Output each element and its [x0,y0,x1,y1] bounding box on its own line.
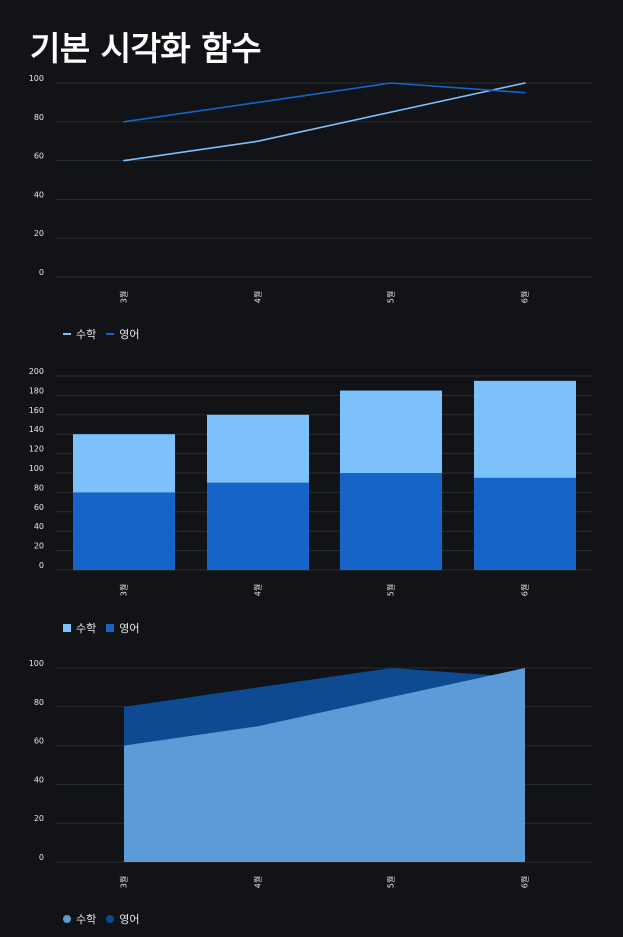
legend-item-english[interactable]: 영어 [106,911,140,927]
x-tick-label: 3월 [119,876,129,888]
x-tick-label: 4월 [253,291,263,303]
legend-swatch-english [106,915,115,923]
legend-label-english: 영어 [119,328,140,341]
bar-math [340,390,442,473]
bar-english [207,482,309,570]
data-point [257,101,259,104]
y-tick-label: 60 [34,152,44,161]
y-tick-label: 40 [34,190,44,199]
series-line-math [123,82,526,162]
data-point [123,121,125,123]
data-point [257,140,259,142]
y-tick-label: 40 [34,775,44,784]
x-tick-label: 4월 [253,876,263,888]
x-tick-label: 5월 [386,876,396,888]
legend-swatch-english [106,624,115,632]
y-tick-label: 40 [34,522,44,531]
legend-item-english[interactable]: 영어 [106,326,140,342]
line-chart-legend[interactable]: 수학 영어 [63,326,140,342]
x-tick-label: 3월 [119,584,129,596]
x-tick-label: 5월 [386,291,396,303]
x-tick-label: 6월 [520,291,530,303]
bar-english [474,477,576,570]
y-tick-label: 100 [29,74,44,83]
y-tick-label: 100 [29,464,44,473]
bar-math [207,414,309,483]
y-tick-label: 60 [34,737,44,746]
legend-swatch-math [63,624,71,632]
legend-item-math[interactable]: 수학 [63,620,96,636]
legend-swatch-math [63,333,71,335]
area-chart-legend[interactable]: 수학 영어 [63,911,140,927]
y-tick-label: 80 [34,483,44,492]
bar-math [73,434,175,493]
data-point [524,82,526,84]
y-tick-label: 0 [39,853,44,862]
data-point [390,111,392,113]
legend-item-english[interactable]: 영어 [106,620,140,636]
y-tick-label: 180 [29,386,44,395]
y-tick-label: 120 [29,445,44,454]
data-point [123,159,125,162]
legend-label-english: 영어 [119,622,140,635]
data-point [524,91,526,94]
data-point [390,82,392,84]
x-tick-label: 6월 [520,584,530,596]
bar-english [73,492,175,570]
y-tick-label: 200 [29,367,44,376]
bar-english [340,473,442,570]
x-tick-label: 6월 [520,876,530,888]
legend-item-math[interactable]: 수학 [63,911,96,927]
y-tick-label: 0 [39,268,44,277]
area-math [124,668,525,862]
area-chart: 0 20 40 60 80 100 3월 4월 5월 6월 [29,659,592,888]
y-tick-label: 60 [34,503,44,512]
y-tick-label: 0 [39,561,44,570]
x-tick-label: 5월 [386,584,396,596]
legend-label-math: 수학 [76,622,97,635]
legend-label-math: 수학 [76,328,97,341]
x-tick-label: 4월 [253,584,263,596]
y-tick-label: 20 [34,542,44,551]
legend-label-english: 영어 [119,913,140,926]
legend-item-math[interactable]: 수학 [63,326,96,342]
legend-label-math: 수학 [76,913,97,926]
y-tick-label: 20 [34,814,44,823]
y-tick-label: 80 [34,698,44,707]
y-tick-label: 140 [29,425,44,434]
stacked-bar-chart: 0 20 40 60 80 100 120 140 160 180 200 3월 4월 5월 6월 [29,367,592,596]
x-tick-label: 3월 [119,291,129,303]
y-tick-label: 20 [34,229,44,238]
y-tick-label: 100 [29,659,44,668]
bar-chart-legend[interactable]: 수학 영어 [63,620,140,636]
page-title: 기본 시각화 함수 [30,29,262,68]
y-tick-label: 80 [34,113,44,122]
series-line-english [123,82,526,123]
legend-swatch-english [106,333,115,335]
y-tick-label: 160 [29,406,44,415]
bar-math [474,380,576,478]
legend-swatch-math [63,915,71,923]
line-chart: 0 20 40 60 80 100 3월 4월 5월 6월 [29,74,592,303]
